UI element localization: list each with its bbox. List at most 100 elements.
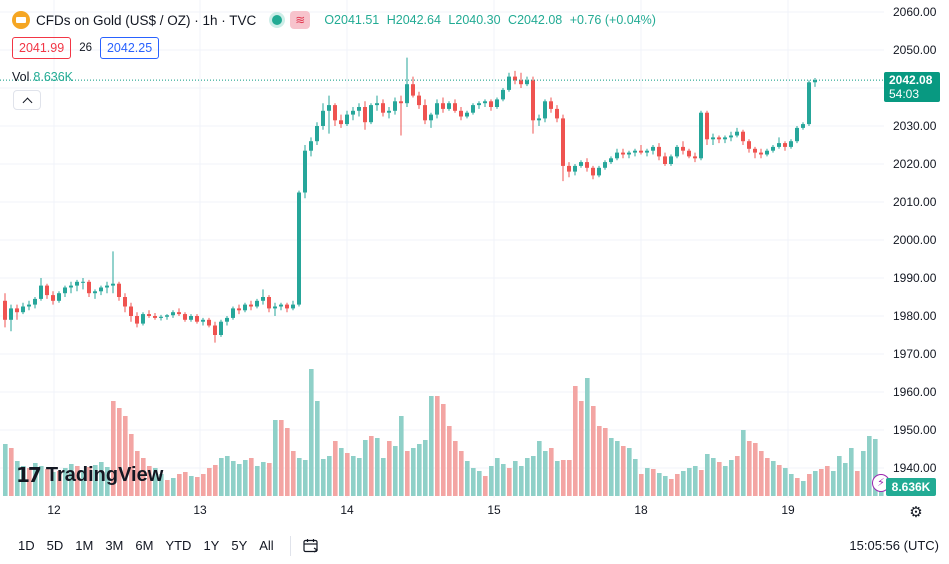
time-tick-label: 18 — [634, 503, 648, 517]
volume-bar — [693, 466, 698, 496]
change-value: +0.76 (+0.04%) — [569, 13, 656, 27]
range-1y-button[interactable]: 1Y — [203, 538, 220, 553]
price-tick-label: 1950.00 — [893, 423, 937, 437]
candle — [393, 97, 397, 115]
candle — [33, 297, 37, 309]
go-to-date-calendar-icon[interactable] — [300, 535, 322, 557]
candle — [705, 110, 709, 145]
candle — [507, 72, 511, 92]
candle — [93, 289, 97, 299]
range-ytd-button[interactable]: YTD — [165, 538, 192, 553]
volume-bar — [705, 454, 710, 496]
volume-bar — [375, 438, 380, 496]
range-3m-button[interactable]: 3M — [105, 538, 124, 553]
range-5d-button[interactable]: 5D — [46, 538, 64, 553]
candle — [321, 103, 325, 130]
collapse-legend-button[interactable] — [13, 90, 41, 110]
candle — [525, 76, 529, 87]
volume-bar — [93, 465, 98, 496]
candle — [369, 103, 373, 125]
candle — [51, 291, 55, 305]
volume-bar — [795, 478, 800, 496]
candle — [591, 165, 595, 180]
candle — [255, 298, 259, 309]
volume-bar — [645, 468, 650, 496]
volume-bar — [441, 404, 446, 496]
volume-bar — [303, 460, 308, 496]
candle — [81, 278, 85, 290]
volume-bar — [351, 456, 356, 496]
time-tick-label: 13 — [193, 503, 207, 517]
range-1d-button[interactable]: 1D — [18, 538, 35, 553]
candle — [795, 126, 799, 144]
symbol-title[interactable]: CFDs on Gold (US$ / OZ) · 1h · TVC — [36, 12, 257, 28]
volume-bar — [471, 468, 476, 496]
volume-bar — [9, 448, 14, 496]
candle — [501, 88, 505, 102]
range-all-button[interactable]: All — [259, 538, 274, 553]
tradingview-logo[interactable]: 17 TradingView — [16, 463, 163, 487]
time-axis[interactable]: 12 13 14 15 18 19 — [47, 503, 795, 517]
volume-bar — [621, 446, 626, 496]
volume-bar — [771, 461, 776, 496]
volume-bar — [117, 408, 122, 496]
volume-legend[interactable]: Vol 8.636K — [12, 70, 73, 84]
volume-bar — [135, 451, 140, 496]
candlestick-series — [3, 57, 817, 343]
volume-bar — [681, 471, 686, 496]
volume-bar — [333, 441, 338, 496]
gold-symbol-icon — [12, 11, 30, 29]
volume-bar — [663, 476, 668, 496]
delayed-data-icon[interactable]: ≋ — [290, 11, 311, 29]
range-5y-button[interactable]: 5Y — [231, 538, 248, 553]
candle — [147, 310, 151, 318]
utc-clock[interactable]: 15:05:56 (UTC) — [849, 538, 939, 553]
range-1m-button[interactable]: 1M — [75, 538, 94, 553]
candle — [687, 148, 691, 159]
volume-bar — [381, 458, 386, 496]
candle — [573, 164, 577, 176]
candle — [561, 114, 565, 182]
volume-bar — [249, 458, 254, 496]
volume-bar — [759, 451, 764, 496]
range-6m-button[interactable]: 6M — [135, 538, 154, 553]
price-chart[interactable]: 2060.002050.002040.002030.002020.002010.… — [0, 0, 949, 528]
volume-bar — [189, 476, 194, 496]
candle — [765, 148, 769, 157]
bottom-toolbar: 1D 5D 1M 3M 6M YTD 1Y 5Y All 15:05:56 (U… — [0, 528, 949, 564]
market-open-icon[interactable] — [272, 15, 283, 25]
candle — [459, 107, 463, 121]
candle — [231, 306, 235, 320]
tradingview-wordmark: TradingView — [45, 463, 164, 486]
candle — [165, 314, 169, 320]
candle — [63, 285, 67, 297]
candle — [357, 103, 361, 117]
volume-bar — [279, 420, 284, 496]
candle — [417, 91, 421, 109]
ohlc-values: O2041.51 H2042.64 L2040.30 C2042.08 +0.7… — [324, 13, 656, 27]
candle — [585, 158, 589, 172]
candle — [435, 99, 439, 119]
chevron-up-icon — [22, 97, 32, 107]
volume-bar — [219, 458, 224, 496]
volume-bar — [873, 439, 878, 496]
scale-settings-gear-icon[interactable]: ⚙ — [909, 503, 923, 521]
volume-bar — [477, 471, 482, 496]
volume-bar — [345, 453, 350, 496]
volume-bar — [201, 474, 206, 496]
candle — [597, 165, 601, 178]
buy-price-button[interactable]: 2042.25 — [99, 37, 160, 59]
candle — [237, 304, 241, 315]
candle — [345, 110, 349, 126]
close-label: C — [508, 13, 518, 27]
candle — [201, 317, 205, 326]
volume-bar — [765, 458, 770, 496]
candle — [729, 131, 733, 142]
volume-bar — [405, 451, 410, 496]
volume-bar — [669, 479, 674, 496]
open-label: O — [324, 13, 335, 27]
volume-bar — [735, 456, 740, 496]
volume-bar — [315, 401, 320, 496]
volume-bar — [459, 451, 464, 496]
sell-price-button[interactable]: 2041.99 — [12, 37, 72, 59]
